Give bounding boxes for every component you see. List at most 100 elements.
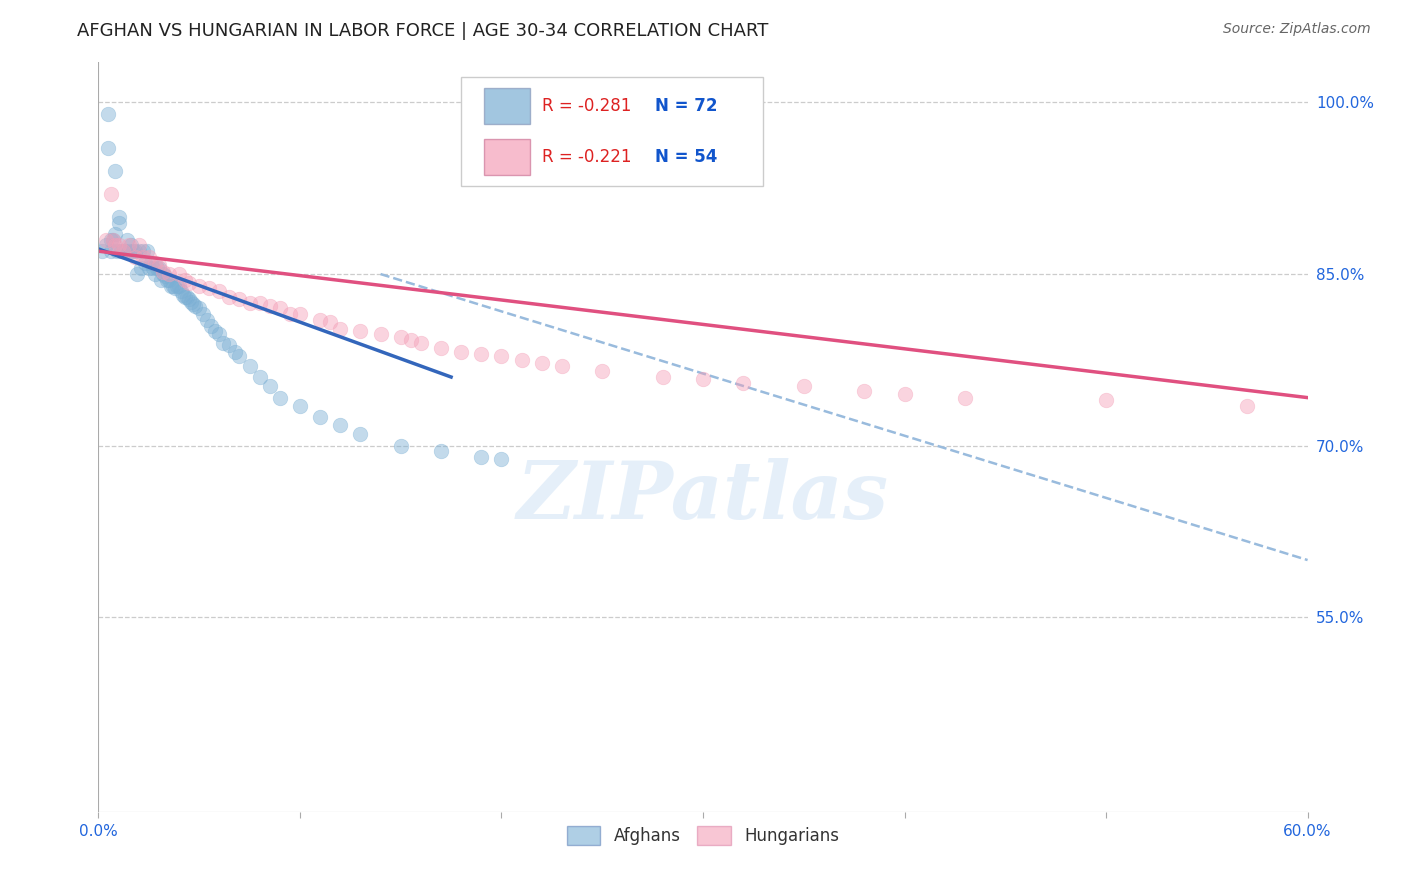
- Point: [107, 210, 129, 224]
- Point: [153, 269, 176, 284]
- Point: [149, 273, 172, 287]
- Point: [491, 452, 513, 467]
- Point: [96, 233, 118, 247]
- Point: [259, 379, 281, 393]
- Point: [111, 244, 134, 259]
- Point: [138, 250, 160, 264]
- Point: [128, 238, 150, 252]
- Point: [389, 439, 412, 453]
- Point: [491, 350, 513, 364]
- Point: [142, 261, 165, 276]
- Point: [129, 261, 152, 276]
- Point: [198, 281, 221, 295]
- Point: [97, 107, 120, 121]
- Point: [135, 244, 157, 259]
- Point: [278, 307, 301, 321]
- Point: [160, 278, 183, 293]
- Point: [208, 326, 231, 341]
- Point: [162, 278, 184, 293]
- Point: [733, 376, 755, 390]
- Point: [1095, 392, 1118, 407]
- Point: [269, 301, 291, 316]
- Point: [200, 318, 222, 333]
- Point: [470, 347, 492, 361]
- Point: [103, 227, 125, 241]
- Point: [103, 164, 125, 178]
- Point: [132, 244, 155, 259]
- Point: [853, 384, 876, 398]
- Point: [893, 387, 915, 401]
- Point: [218, 338, 240, 352]
- Point: [101, 233, 124, 247]
- Point: [111, 244, 134, 259]
- Point: [288, 399, 311, 413]
- Text: R = -0.221: R = -0.221: [543, 148, 631, 166]
- Point: [218, 290, 240, 304]
- Point: [100, 186, 122, 201]
- Point: [212, 335, 235, 350]
- Text: Source: ZipAtlas.com: Source: ZipAtlas.com: [1223, 22, 1371, 37]
- Point: [288, 307, 311, 321]
- Point: [319, 315, 342, 329]
- Point: [181, 297, 204, 311]
- Point: [249, 370, 271, 384]
- Point: [510, 352, 533, 367]
- Point: [176, 290, 198, 304]
- Point: [370, 326, 392, 341]
- Point: [100, 233, 122, 247]
- Point: [170, 284, 193, 298]
- Point: [953, 391, 976, 405]
- FancyBboxPatch shape: [484, 139, 530, 175]
- Point: [105, 244, 128, 259]
- Point: [166, 278, 188, 293]
- Point: [591, 364, 613, 378]
- Point: [195, 313, 218, 327]
- Point: [179, 292, 201, 306]
- Point: [530, 356, 553, 370]
- Point: [174, 290, 197, 304]
- Point: [156, 273, 179, 287]
- Point: [208, 284, 231, 298]
- Text: ZIPatlas: ZIPatlas: [517, 458, 889, 536]
- Point: [239, 295, 262, 310]
- Point: [329, 418, 352, 433]
- Point: [249, 295, 271, 310]
- Point: [103, 238, 125, 252]
- Point: [134, 255, 156, 269]
- Point: [125, 267, 148, 281]
- Point: [450, 344, 472, 359]
- Point: [309, 313, 332, 327]
- Point: [470, 450, 492, 464]
- Point: [193, 307, 215, 321]
- Point: [239, 359, 262, 373]
- Point: [180, 294, 202, 309]
- Point: [143, 267, 166, 281]
- Point: [228, 350, 250, 364]
- Point: [349, 427, 371, 442]
- Point: [101, 233, 124, 247]
- Point: [139, 255, 162, 269]
- Point: [259, 299, 281, 313]
- Point: [96, 238, 118, 252]
- Point: [179, 277, 201, 291]
- Point: [1236, 399, 1258, 413]
- Point: [551, 359, 574, 373]
- Point: [107, 238, 129, 252]
- Point: [167, 278, 190, 293]
- Point: [188, 301, 211, 316]
- Legend: Afghans, Hungarians: Afghans, Hungarians: [561, 820, 845, 852]
- Point: [148, 258, 170, 272]
- Text: R = -0.281: R = -0.281: [543, 97, 631, 115]
- Point: [91, 244, 114, 259]
- Point: [188, 278, 211, 293]
- Point: [118, 238, 141, 252]
- Point: [430, 342, 453, 356]
- Point: [228, 292, 250, 306]
- Point: [204, 324, 226, 338]
- Point: [157, 273, 180, 287]
- Point: [124, 250, 146, 264]
- Point: [430, 444, 453, 458]
- Point: [184, 299, 207, 313]
- Point: [163, 281, 186, 295]
- Point: [349, 324, 371, 338]
